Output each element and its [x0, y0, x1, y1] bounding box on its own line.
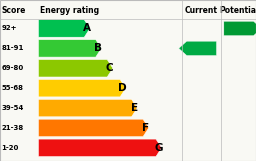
Text: A: A	[83, 24, 91, 33]
Text: 39-54: 39-54	[1, 105, 24, 111]
Text: 1-20: 1-20	[1, 145, 19, 151]
Text: 55-68: 55-68	[1, 85, 23, 91]
Polygon shape	[38, 79, 126, 97]
Polygon shape	[38, 99, 137, 117]
Polygon shape	[224, 21, 256, 36]
Text: 21-38: 21-38	[1, 125, 24, 131]
Text: G: G	[154, 143, 163, 153]
Text: Potential: Potential	[219, 6, 256, 15]
Polygon shape	[38, 40, 101, 57]
Text: B: B	[94, 43, 102, 53]
Text: 69-80: 69-80	[1, 65, 24, 71]
Text: D: D	[118, 83, 127, 93]
Text: Current: Current	[185, 6, 218, 15]
Text: Score: Score	[1, 6, 26, 15]
Text: 92+: 92+	[1, 25, 17, 31]
Polygon shape	[38, 119, 149, 137]
Polygon shape	[38, 60, 113, 77]
Text: E: E	[131, 103, 138, 113]
Polygon shape	[38, 20, 90, 37]
Text: Energy rating: Energy rating	[40, 6, 99, 15]
Text: 81-91: 81-91	[1, 45, 24, 51]
Text: C: C	[106, 63, 114, 73]
Polygon shape	[179, 41, 217, 56]
Polygon shape	[38, 139, 162, 157]
Text: 86 B: 86 B	[193, 44, 212, 53]
Text: F: F	[142, 123, 149, 133]
Text: 96 A: 96 A	[228, 24, 247, 33]
